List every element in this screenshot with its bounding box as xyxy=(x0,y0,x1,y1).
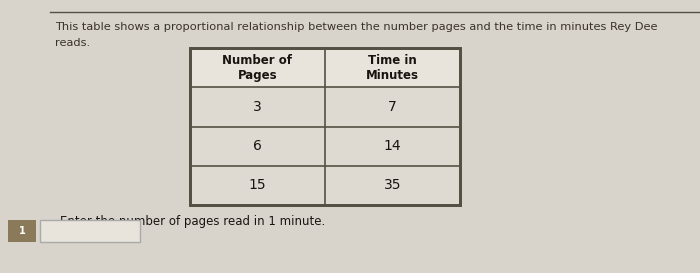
Text: This table shows a proportional relationship between the number pages and the ti: This table shows a proportional relation… xyxy=(55,22,657,32)
Bar xyxy=(8,220,36,242)
Bar xyxy=(190,48,460,87)
Text: 14: 14 xyxy=(384,139,401,153)
Text: Time in
Minutes: Time in Minutes xyxy=(366,54,419,82)
Text: reads.: reads. xyxy=(55,38,90,48)
Text: Enter the number of pages read in 1 minute.: Enter the number of pages read in 1 minu… xyxy=(60,215,326,228)
Text: 15: 15 xyxy=(248,178,266,192)
Bar xyxy=(190,48,460,205)
Text: 35: 35 xyxy=(384,178,401,192)
Text: 3: 3 xyxy=(253,100,262,114)
Text: 1: 1 xyxy=(19,226,25,236)
Bar xyxy=(40,220,140,242)
Text: Number of
Pages: Number of Pages xyxy=(223,54,293,82)
Bar xyxy=(190,126,460,166)
Text: 7: 7 xyxy=(388,100,397,114)
Bar xyxy=(190,87,460,126)
Bar xyxy=(190,166,460,205)
Text: 6: 6 xyxy=(253,139,262,153)
